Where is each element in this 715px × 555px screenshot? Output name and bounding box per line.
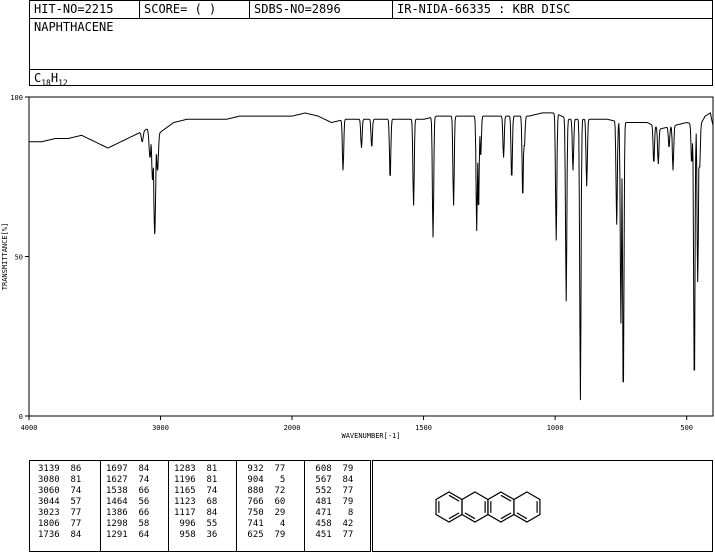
y-tick-label: 50 [15,254,23,262]
peak-row: 1627 74 [106,475,150,485]
peak-row: 1298 58 [106,519,150,529]
double-bond [500,494,512,502]
peak-row: 750 29 [242,508,286,518]
peak-column: 1283 81 1196 81 1165 74 1123 68 1117 84 996 … [174,464,217,541]
double-bond [516,512,528,520]
peak-row: 880 72 [242,486,286,496]
score: SCORE= ( ) [144,2,217,16]
peak-row: 1291 64 [106,530,150,540]
peak-divider [236,461,237,551]
peak-table: 3139 86 3080 81 3060 74 3044 57 3023 77 1806 … [29,460,371,552]
peak-column: 3139 86 3080 81 3060 74 3044 57 3023 77 1806 … [38,464,81,541]
spectrum-header: HIT-NO=2215 SCORE= ( ) SDBS-NO=2896 IR-N… [29,0,713,88]
header-divider [249,1,250,18]
double-bond [464,512,476,520]
peak-row: 1117 84 [174,508,218,518]
peak-row: 996 55 [174,519,218,529]
double-bond [500,512,512,520]
peak-row: 1697 84 [106,464,150,474]
x-tick-label: 4000 [21,424,38,432]
peak-row: 741 4 [242,519,286,529]
peak-row: 1806 77 [38,519,82,529]
peak-row: 1538 66 [106,486,150,496]
peak-row: 567 84 [310,475,354,485]
peak-row: 451 77 [310,530,354,540]
x-tick-label: 3000 [152,424,169,432]
peak-row: 608 79 [310,464,354,474]
spectrum-line [29,112,714,401]
x-tick-label: 500 [680,424,693,432]
peak-row: 958 36 [174,530,218,540]
peak-row: 3080 81 [38,475,82,485]
benzene-ring [461,491,489,523]
benzene-ring [513,491,541,523]
x-axis-label: WAVENUMBER[-1] [341,432,400,440]
ir-source: IR-NIDA-66335 : KBR DISC [397,2,571,16]
peak-row: 904 5 [242,475,286,485]
peak-row: 1196 81 [174,475,218,485]
peak-divider [304,461,305,551]
hit-number: HIT-NO=2215 [34,2,114,16]
double-bond [448,512,460,520]
x-tick-label: 1500 [415,424,432,432]
x-tick-label: 2000 [284,424,301,432]
peak-row: 1165 74 [174,486,218,496]
peak-row: 471 8 [310,508,354,518]
peak-row: 932 77 [242,464,286,474]
y-tick-label: 0 [19,413,23,421]
peak-row: 766 60 [242,497,286,507]
peak-row: 3023 77 [38,508,82,518]
sdbs-number: SDBS-NO=2896 [254,2,341,16]
header-divider [392,1,393,18]
peak-row: 625 79 [242,530,286,540]
peak-divider [100,461,101,551]
header-rule [30,69,712,70]
peak-column: 1697 84 1627 74 1538 66 1464 56 1386 66 1298 … [106,464,149,541]
peak-row: 458 42 [310,519,354,529]
peak-column: 932 77 904 5 880 72 766 60 750 29 741 4 … [242,464,285,541]
naphthacene-structure [435,491,541,523]
header-rule [30,18,712,19]
peak-row: 3060 74 [38,486,82,496]
peak-row: 1386 66 [106,508,150,518]
y-axis-label: TRANSMITTANCE[%] [1,223,9,290]
compound-name: NAPHTHACENE [34,20,114,34]
peak-row: 1464 56 [106,497,150,507]
molecular-formula: C18H12 [34,71,68,88]
benzene-ring [435,491,463,523]
benzene-ring [487,491,515,523]
peak-column: 608 79 567 84 552 77 481 79 471 8 458 42… [310,464,353,541]
y-tick-label: 100 [10,94,23,102]
peak-divider [168,461,169,551]
peak-row: 3044 57 [38,497,82,507]
peak-row: 552 77 [310,486,354,496]
double-bond [448,494,460,502]
header-divider [139,1,140,18]
peak-row: 3139 86 [38,464,82,474]
structure-panel [372,460,713,552]
peak-row: 481 79 [310,497,354,507]
x-tick-label: 1000 [547,424,564,432]
peak-row: 1736 84 [38,530,82,540]
peak-row: 1283 81 [174,464,218,474]
peak-row: 1123 68 [174,497,218,507]
